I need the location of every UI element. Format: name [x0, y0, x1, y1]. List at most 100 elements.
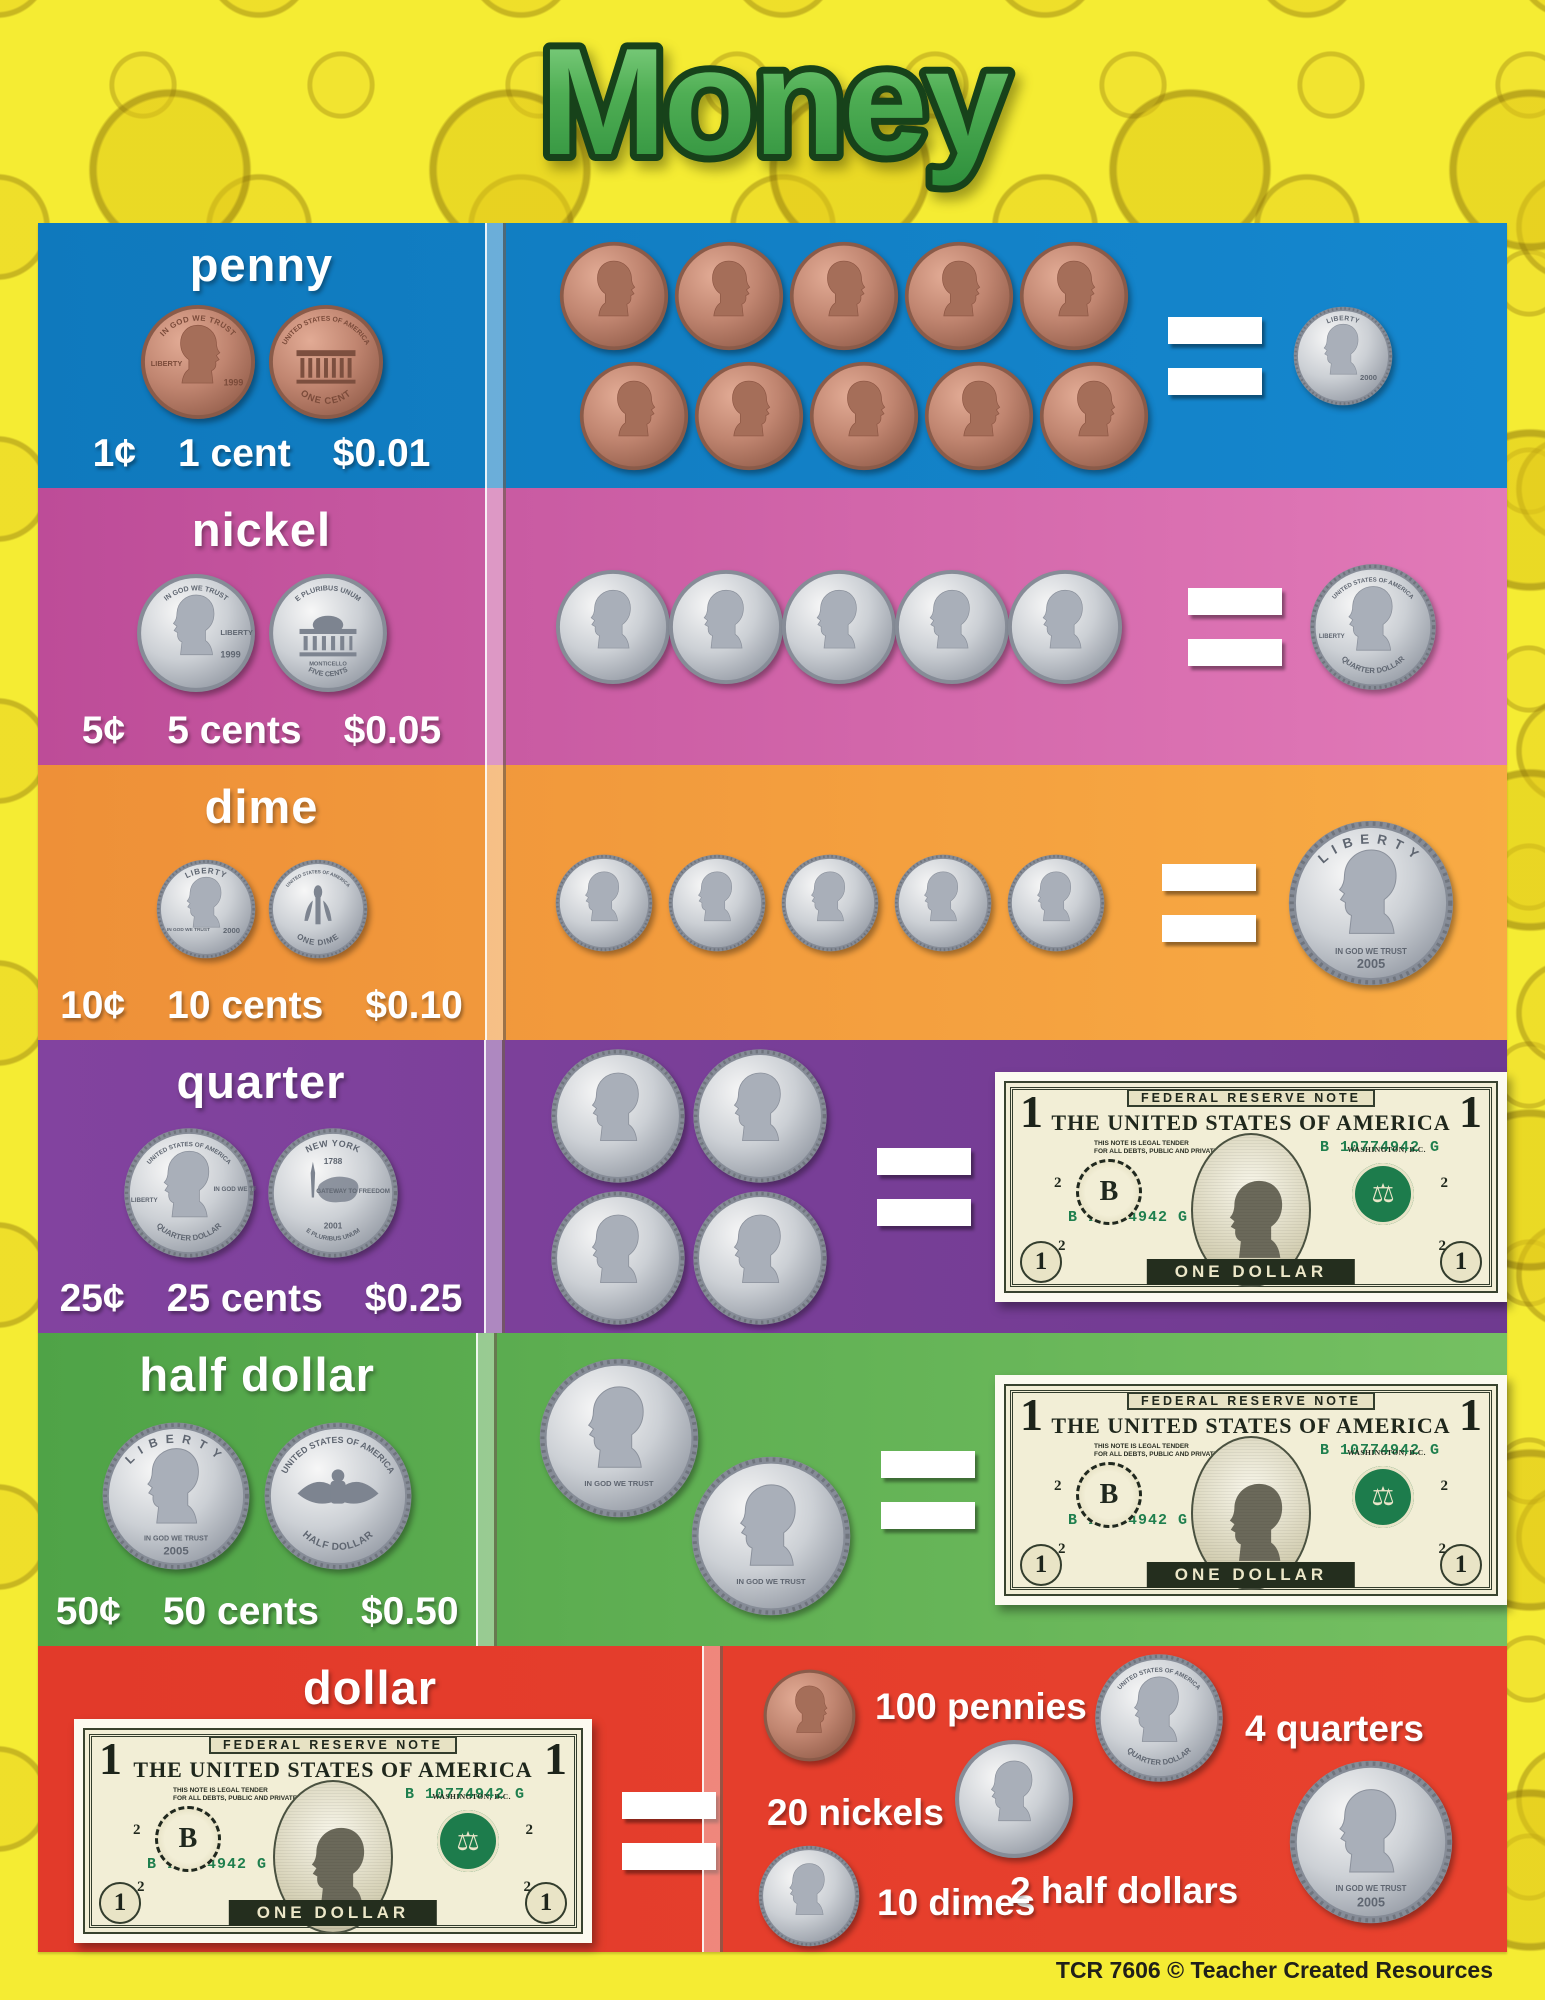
- bill-plate-number: 2: [523, 1879, 532, 1895]
- four-quarters-group: [549, 1047, 829, 1327]
- svg-text:2005: 2005: [1357, 1895, 1385, 1909]
- svg-text:MONTICELLO: MONTICELLO: [309, 662, 347, 668]
- two-half-dollars-label: 2 half dollars: [1010, 1870, 1239, 1911]
- dollar-left-panel: dollar FEDERAL RESERVE NOTE THE UNITED S…: [38, 1646, 716, 1952]
- dime-words: 10 cents: [167, 984, 324, 1027]
- penny-coin: [579, 361, 689, 470]
- bill-numeral-1: 1: [525, 1882, 567, 1924]
- quarter-row-title: quarter: [176, 1055, 346, 1108]
- quarter-coin: [551, 1190, 685, 1325]
- dime-left-panel: dime LIBERTY IN GOD WE TRUST 2000 UNITED…: [38, 765, 485, 1040]
- penny-coin: [809, 361, 919, 470]
- bill-numeral-1: 1: [99, 1733, 122, 1784]
- nickel-cents: 5¢: [81, 709, 126, 752]
- dime-coin: [758, 1845, 860, 1947]
- nickel-coin: [894, 569, 1010, 684]
- nickel-denominations: 5¢ 5 cents $0.05: [82, 709, 441, 753]
- nickel-coin: [955, 1740, 1073, 1858]
- bill-banner-text: FEDERAL RESERVE NOTE: [1127, 1088, 1375, 1107]
- penny-cents: 1¢: [92, 432, 137, 475]
- nickel-words: 5 cents: [167, 709, 302, 752]
- quarter-coin: [551, 1048, 685, 1183]
- penny-coin: [674, 241, 784, 350]
- federal-reserve-seal: B: [1076, 1158, 1142, 1225]
- half-dollar-coin: IN GOD WE TRUST 2005: [1289, 1760, 1453, 1924]
- svg-text:2005: 2005: [1357, 956, 1385, 971]
- bill-plate-number: 2: [1438, 1540, 1447, 1557]
- svg-text:LIBERTY: LIBERTY: [1326, 315, 1361, 325]
- penny-coin: [694, 361, 804, 470]
- quarter-left-panel: quarter UNITED STATES OF AMERICA LIBERTY…: [38, 1040, 484, 1333]
- dime-decimal: $0.10: [365, 984, 463, 1027]
- statue-of-liberty-and-map-icon: [310, 1161, 359, 1203]
- bill-city-text: WASHINGTON, D.C.: [432, 1792, 511, 1801]
- bill-numeral-1: 1: [1459, 1388, 1482, 1440]
- bill-denomination-text: ONE DOLLAR: [228, 1900, 438, 1926]
- two-half-dollars-group: IN GOD WE TRUST IN GOD WE TRUST: [537, 1356, 859, 1624]
- half-dollar-coin-pair: LIBERTY IN GOD WE TRUST 2005 UNITED STAT…: [100, 1420, 414, 1572]
- quarter-coin: [693, 1048, 827, 1183]
- half-dollar-front-coin: LIBERTY IN GOD WE TRUST 2005: [102, 1422, 250, 1570]
- quarter-words: 25 cents: [166, 1277, 323, 1320]
- bill-country-text: THE UNITED STATES OF AMERICA: [1051, 1109, 1451, 1135]
- panel-divider: [702, 1646, 723, 1952]
- bill-denomination-text: ONE DOLLAR: [1146, 1258, 1356, 1285]
- ten-dimes-label: 10 dimes: [877, 1882, 1036, 1923]
- quarter-front-coin: UNITED STATES OF AMERICA LIBERTY IN GOD …: [124, 1128, 256, 1258]
- penny-left-panel: penny IN GOD WE TRUST LIBERTY 1999 UNITE…: [38, 223, 485, 488]
- nickel-decimal: $0.05: [343, 709, 442, 752]
- bill-country-text: THE UNITED STATES OF AMERICA: [133, 1757, 533, 1782]
- nickel-equivalence-panel: UNITED STATES OF AMERICA LIBERTY QUARTER…: [506, 488, 1507, 765]
- nickel-coin: [1007, 569, 1123, 684]
- penny-decimal: $0.01: [332, 432, 431, 475]
- penny-equivalence-panel: LIBERTY 2000: [506, 223, 1507, 488]
- nickel-row: nickel IN GOD WE TRUST LIBERTY 1999 E PL…: [38, 488, 1507, 765]
- penny-coin: [763, 1669, 856, 1762]
- dollar-equivalence-panel: 100 pennies UNITED STATES OF AMERICA QUAR…: [723, 1646, 1507, 1952]
- dime-front-coin: LIBERTY IN GOD WE TRUST 2000: [156, 859, 255, 959]
- half-dollar-words: 50 cents: [162, 1590, 319, 1633]
- half-dollar-equivalence-panel: IN GOD WE TRUST IN GOD WE TRUST FEDERAL …: [497, 1333, 1507, 1646]
- nickel-row-title: nickel: [191, 503, 332, 556]
- svg-text:IN GOD WE TRUST: IN GOD WE TRUST: [214, 1186, 256, 1193]
- bill-numeral-1: 1: [1459, 1085, 1482, 1137]
- twenty-nickels-label: 20 nickels: [767, 1792, 944, 1833]
- equals-icon: [1168, 316, 1262, 395]
- quarter-coin-pair: UNITED STATES OF AMERICA LIBERTY IN GOD …: [122, 1126, 400, 1260]
- half-dollar-row-title: half dollar: [139, 1348, 375, 1401]
- bill-numeral-1: 1: [1020, 1388, 1043, 1440]
- one-dollar-bill: FEDERAL RESERVE NOTE THE UNITED STATES O…: [995, 1374, 1507, 1605]
- quarter-row: quarter UNITED STATES OF AMERICA LIBERTY…: [38, 1040, 1507, 1333]
- treasury-seal: ⚖: [1352, 1162, 1414, 1225]
- treasury-seal: ⚖: [1352, 1465, 1414, 1528]
- half-dollar-row: half dollar LIBERTY IN GOD WE TRUST 2005…: [38, 1333, 1507, 1646]
- svg-text:2005: 2005: [163, 1545, 189, 1557]
- penny-row-title: penny: [189, 238, 334, 291]
- nickel-coin: [555, 569, 671, 684]
- half-dollar-decimal: $0.50: [360, 1590, 459, 1633]
- svg-text:LIBERTY: LIBERTY: [131, 1197, 159, 1204]
- four-quarters-label: 4 quarters: [1245, 1708, 1424, 1749]
- bill-denomination-text: ONE DOLLAR: [1146, 1561, 1356, 1588]
- bill-numeral-1: 1: [1020, 1085, 1043, 1137]
- penny-coin: [924, 361, 1034, 470]
- quarter-coin: UNITED STATES OF AMERICA LIBERTY QUARTER…: [1310, 563, 1436, 690]
- bill-plate-number: 2: [1058, 1540, 1066, 1557]
- nickel-coin-pair: IN GOD WE TRUST LIBERTY 1999 E PLURIBUS …: [135, 572, 389, 694]
- bill-numeral-1: 1: [1440, 1543, 1482, 1586]
- nickel-front-coin: IN GOD WE TRUST LIBERTY 1999: [136, 574, 255, 692]
- panel-divider: [485, 223, 506, 488]
- bill-plate-number: 2: [1438, 1237, 1447, 1254]
- bill-serial-number: B 10774942 G: [1319, 1138, 1440, 1156]
- bill-plate-number: 2: [1058, 1237, 1066, 1254]
- dime-row-title: dime: [204, 780, 319, 833]
- dime-coin-pair: LIBERTY IN GOD WE TRUST 2000 UNITED STAT…: [155, 858, 369, 960]
- dime-coin: [668, 854, 766, 951]
- quarter-denominations: 25¢ 25 cents $0.25: [60, 1277, 463, 1321]
- ten-pennies-group: [558, 240, 1150, 472]
- bill-legal-text: THIS NOTE IS LEGAL TENDER FOR ALL DEBTS, …: [1094, 1139, 1219, 1155]
- equals-icon: [1188, 587, 1282, 666]
- monticello-icon: [299, 615, 356, 657]
- svg-text:2000: 2000: [223, 926, 240, 935]
